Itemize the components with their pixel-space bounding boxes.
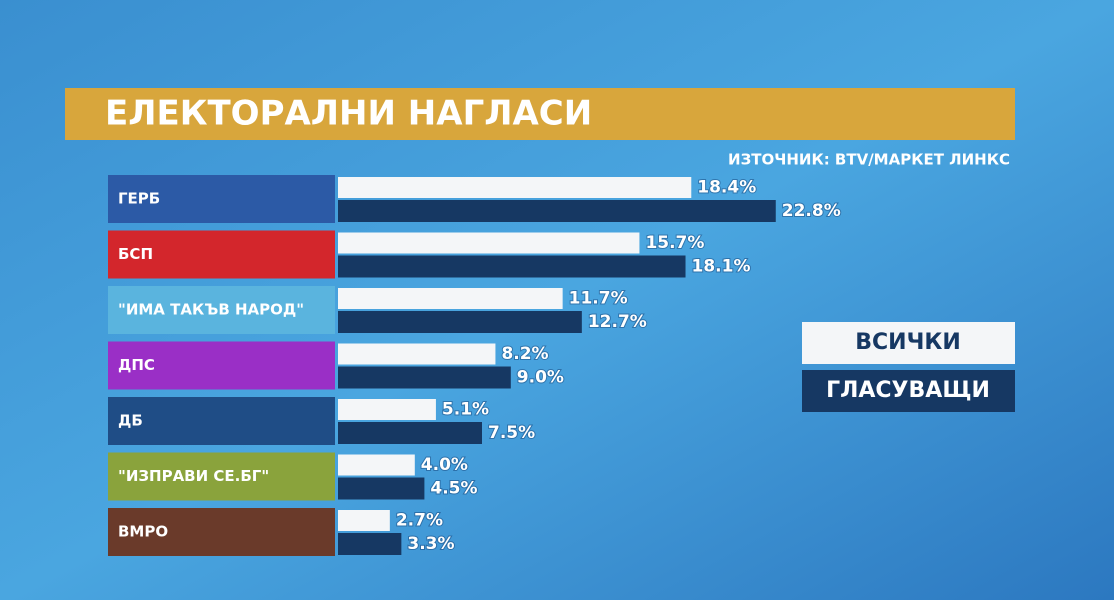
value-label: 8.2% <box>501 344 548 364</box>
legend-swatch <box>802 370 1015 412</box>
bar <box>338 311 582 333</box>
category-label: ВМРО <box>118 523 168 541</box>
bar <box>338 454 415 476</box>
bar <box>338 343 496 365</box>
value-label: 15.7% <box>645 233 704 253</box>
category-box <box>108 452 335 501</box>
value-label: 2.7% <box>396 511 443 531</box>
value-label: 5.1% <box>442 400 489 420</box>
category-box <box>108 397 335 445</box>
category-label: ГЕРБ <box>118 190 160 208</box>
category-label: ДПС <box>118 356 155 374</box>
chart-title: ЕЛЕКТОРАЛНИ НАГЛАСИ <box>105 94 592 134</box>
category-label: "ИЗПРАВИ СЕ.БГ" <box>118 467 269 485</box>
value-label: 22.8% <box>782 201 841 221</box>
value-label: 9.0% <box>517 368 564 388</box>
bar <box>338 510 390 531</box>
category-box <box>108 175 335 223</box>
value-label: 4.5% <box>430 479 477 499</box>
category-box <box>108 341 335 390</box>
bar <box>338 366 511 389</box>
legend-label: ВСИЧКИ <box>855 330 961 355</box>
category-label: БСП <box>118 245 153 263</box>
bar <box>338 288 563 309</box>
value-label: 18.1% <box>692 257 751 277</box>
legend-label: ГЛАСУВАЩИ <box>826 378 990 403</box>
value-label: 4.0% <box>421 455 468 475</box>
bar <box>338 477 425 500</box>
category-box <box>108 230 335 279</box>
value-label: 18.4% <box>697 178 756 198</box>
value-label: 3.3% <box>407 534 454 554</box>
category-box <box>108 508 335 556</box>
category-label: "ИМА ТАКЪВ НАРОД" <box>118 301 304 319</box>
bar <box>338 399 436 420</box>
value-label: 12.7% <box>588 312 647 332</box>
bar <box>338 422 482 444</box>
bar <box>338 232 640 254</box>
bar <box>338 177 692 198</box>
bar <box>338 255 686 278</box>
bar <box>338 200 776 222</box>
bar <box>338 533 402 555</box>
category-label: ДБ <box>118 412 143 430</box>
legend-swatch <box>802 322 1015 364</box>
source: ИЗТОЧНИК: BTV/МАРКЕТ ЛИНКС <box>728 151 1010 169</box>
title-bar <box>65 88 1015 140</box>
category-box <box>108 286 335 334</box>
value-label: 11.7% <box>569 289 628 309</box>
value-label: 7.5% <box>488 423 535 443</box>
